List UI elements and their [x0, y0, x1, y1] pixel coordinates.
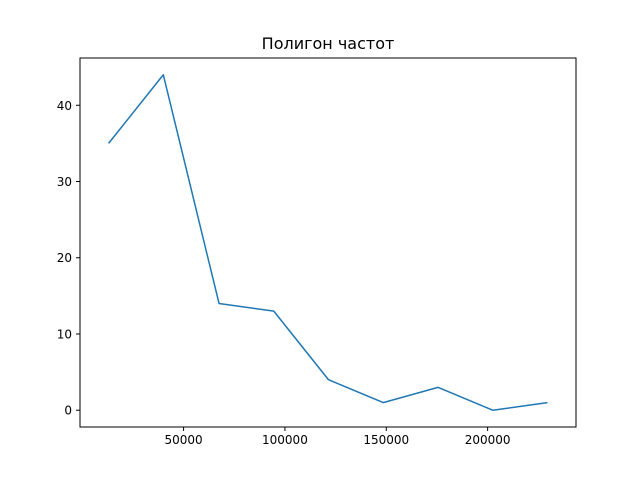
- axis-ticks: 50000 100000 150000 200000 0 10 20 30 40: [57, 99, 511, 447]
- plot-frame: [79, 57, 577, 428]
- y-tick-label: 20: [57, 251, 72, 265]
- x-tick-label: 50000: [164, 433, 202, 447]
- x-tick-label: 100000: [262, 433, 308, 447]
- series-line: [107, 74, 548, 411]
- y-tick-label: 30: [57, 175, 72, 189]
- y-tick-label: 10: [57, 327, 72, 341]
- chart-title: Полигон частот: [262, 34, 395, 53]
- x-tick-label: 200000: [465, 433, 511, 447]
- x-tick-label: 150000: [363, 433, 409, 447]
- y-tick-label: 0: [64, 404, 72, 418]
- y-tick-label: 40: [57, 99, 72, 113]
